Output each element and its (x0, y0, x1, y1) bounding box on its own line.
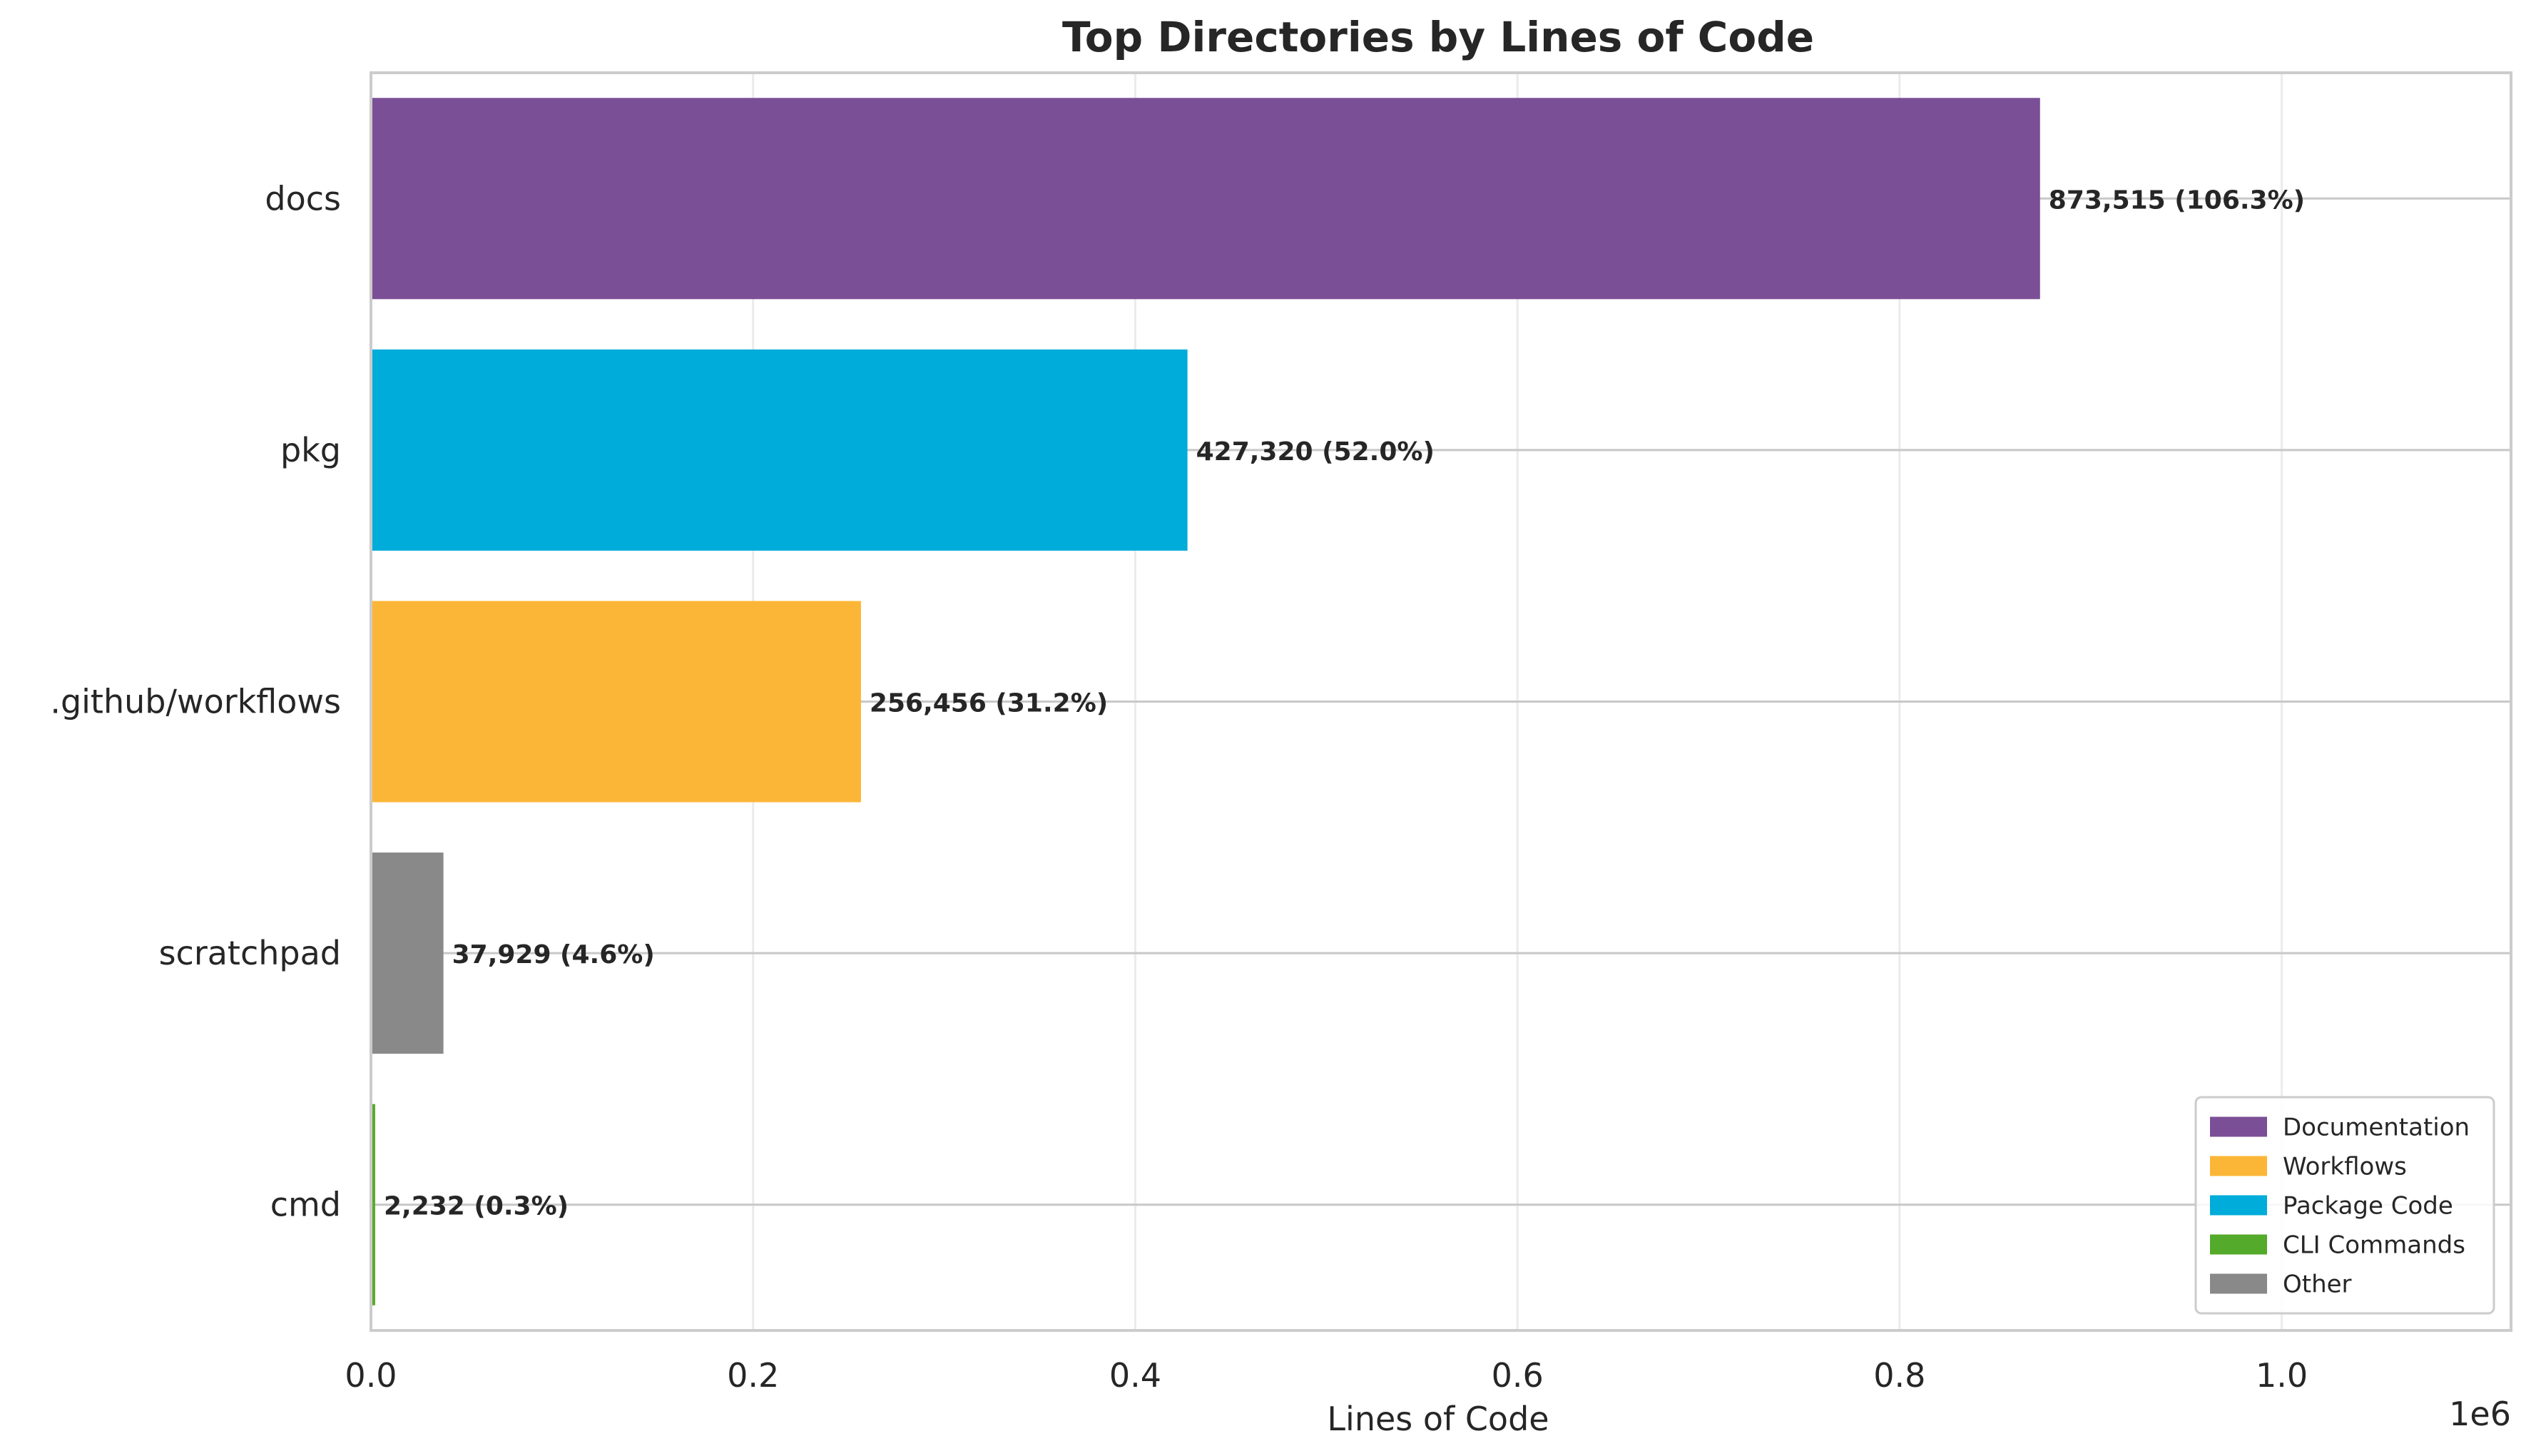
y-tick-label: .github/workflows (50, 683, 341, 721)
legend-box (2194, 1096, 2495, 1315)
legend: Documentation Workflows Package Code CLI Co… (2194, 1096, 2495, 1315)
bar-value-label: 873,515 (106.3%) (2049, 185, 2305, 215)
bars (371, 98, 2040, 1305)
chart-title: Top Directories by Lines of Code (1062, 13, 1814, 61)
y-tick-labels: docs pkg .github/workflows scratchpad cmd (50, 179, 341, 1223)
plot-border (370, 71, 2512, 1332)
x-tick-label: 0.6 (1492, 1356, 1544, 1395)
y-tick-label: cmd (270, 1186, 341, 1224)
y-tick-label: docs (265, 179, 341, 218)
x-axis-scale-label: 1e6 (2449, 1395, 2511, 1433)
legend-label: Package Code (2283, 1192, 2453, 1221)
legend-swatch (2210, 1273, 2267, 1294)
legend-label: Workflows (2283, 1153, 2407, 1181)
legend-swatch (2210, 1195, 2267, 1216)
legend-swatch (2210, 1116, 2267, 1137)
y-tick-label: pkg (280, 431, 341, 469)
legend-swatch (2210, 1156, 2267, 1176)
x-tick-label: 0.2 (727, 1356, 779, 1395)
y-tick-label: scratchpad (159, 934, 341, 972)
bar-value-label: 427,320 (52.0%) (1196, 437, 1435, 467)
bar-scratchpad (371, 852, 444, 1054)
legend-label: Other (2283, 1271, 2352, 1299)
bar-value-label: 37,929 (4.6%) (452, 940, 655, 969)
data-labels: 873,515 (106.3%) 427,320 (52.0%) 256,456 (… (384, 185, 2305, 1221)
bar-value-label: 2,232 (0.3%) (384, 1192, 569, 1221)
legend-label: CLI Commands (2283, 1231, 2465, 1260)
plot-frame (370, 71, 2512, 1332)
x-tick-label: 1.0 (2256, 1356, 2308, 1395)
legend-label: Documentation (2283, 1114, 2470, 1142)
bar-pkg (371, 349, 1188, 551)
x-tick-labels: 0.0 0.2 0.4 0.6 0.8 1.0 (345, 1356, 2308, 1395)
x-tick-label: 0.4 (1109, 1356, 1161, 1395)
x-axis-label: Lines of Code (1327, 1400, 1549, 1438)
legend-swatch (2210, 1234, 2267, 1255)
x-tick-label: 0.8 (1873, 1356, 1925, 1395)
bar-docs (371, 98, 2040, 300)
bar-github-workflows (371, 601, 861, 803)
x-tick-label: 0.0 (345, 1356, 397, 1395)
bar-cmd (371, 1104, 375, 1305)
bar-value-label: 256,456 (31.2%) (870, 689, 1108, 718)
